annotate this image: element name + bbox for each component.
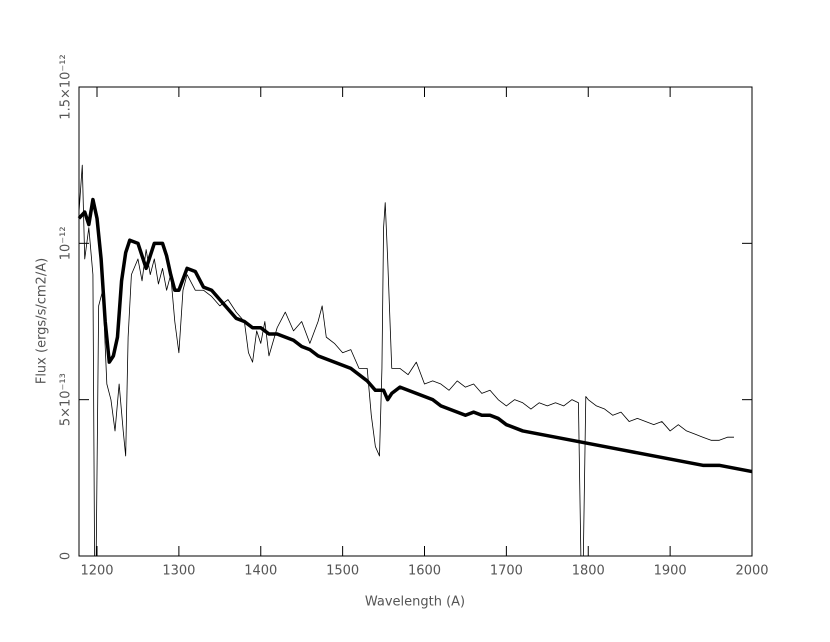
x-tick-label: 1800 [572, 564, 605, 579]
x-tick-label: 2000 [735, 564, 768, 579]
x-tick-label: 1200 [80, 564, 113, 579]
spectrum-line [78, 164, 734, 557]
x-tick-label: 1400 [244, 564, 277, 579]
plot-frame [78, 86, 753, 557]
spectrum-line [77, 197, 753, 474]
x-tick-label: 1300 [162, 564, 195, 579]
y-axis-label: Flux (ergs/s/cm2/A) [35, 258, 50, 384]
x-axis-label: Wavelength (A) [365, 595, 465, 610]
x-tick-label: 1700 [490, 564, 523, 579]
x-tick-label: 1900 [654, 564, 687, 579]
y-tick-label: 5×10⁻¹³ [59, 373, 74, 426]
y-tick-label: 10⁻¹² [59, 226, 74, 260]
x-tick-label: 1600 [408, 564, 441, 579]
y-tick-label: 0 [59, 552, 74, 560]
y-tick-label: 1.5×10⁻¹² [59, 54, 74, 119]
x-tick-label: 1500 [326, 564, 359, 579]
